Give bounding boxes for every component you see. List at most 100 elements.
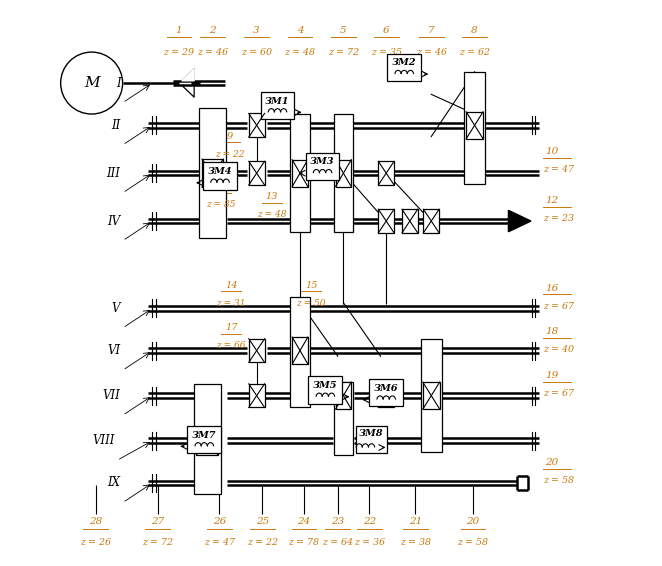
Text: z = 66: z = 66 <box>216 341 246 350</box>
Text: z = 50: z = 50 <box>297 299 326 308</box>
Text: z = 64: z = 64 <box>322 538 354 547</box>
Text: 5: 5 <box>340 26 347 35</box>
Text: VII: VII <box>103 389 120 402</box>
Text: IX: IX <box>107 477 120 490</box>
Text: 4: 4 <box>297 26 303 35</box>
Text: 26: 26 <box>213 517 226 526</box>
Text: II: II <box>111 119 120 132</box>
Text: z = 67: z = 67 <box>544 389 575 398</box>
Bar <box>424 209 439 233</box>
Text: z = 46: z = 46 <box>416 48 447 57</box>
Text: z = 36: z = 36 <box>354 538 385 547</box>
Bar <box>356 426 387 453</box>
Bar <box>249 384 265 408</box>
Text: ЗМ8: ЗМ8 <box>359 430 384 439</box>
Text: z = 46: z = 46 <box>197 48 228 57</box>
Text: III: III <box>107 166 120 179</box>
Text: 3: 3 <box>254 26 260 35</box>
Bar <box>420 340 442 452</box>
Text: z = 62: z = 62 <box>459 48 490 57</box>
Bar <box>202 159 223 187</box>
Bar <box>378 209 394 233</box>
Text: I: I <box>116 76 120 89</box>
Bar <box>306 153 340 180</box>
Bar <box>249 339 265 362</box>
Text: 25: 25 <box>256 517 269 526</box>
Text: ЗМ3: ЗМ3 <box>310 157 335 166</box>
Bar <box>369 379 403 406</box>
Text: 8: 8 <box>471 26 478 35</box>
Text: ЗМ2: ЗМ2 <box>392 58 416 67</box>
Polygon shape <box>508 211 531 231</box>
Text: VIII: VIII <box>92 434 115 447</box>
Text: 1: 1 <box>175 26 182 35</box>
Text: z = 48: z = 48 <box>257 211 287 220</box>
Bar <box>308 376 342 404</box>
Text: 16: 16 <box>545 284 558 293</box>
Bar <box>334 114 354 232</box>
Text: 22: 22 <box>363 517 376 526</box>
Text: z = 60: z = 60 <box>241 48 272 57</box>
Bar <box>334 381 354 455</box>
Bar <box>199 109 226 238</box>
Bar <box>336 382 352 409</box>
Text: 21: 21 <box>409 517 422 526</box>
Bar <box>464 72 485 185</box>
Text: z = 23: z = 23 <box>544 215 575 223</box>
Text: V: V <box>112 302 120 315</box>
Text: z = 47: z = 47 <box>544 165 575 174</box>
Text: 15: 15 <box>305 281 318 290</box>
Text: ЗМ5: ЗМ5 <box>313 381 338 390</box>
Bar <box>249 113 265 137</box>
Bar <box>378 384 394 408</box>
Bar <box>423 382 440 409</box>
Bar <box>466 112 483 139</box>
Text: 20: 20 <box>466 517 479 526</box>
Text: 11: 11 <box>215 182 228 191</box>
Bar <box>203 162 237 190</box>
Text: z = 72: z = 72 <box>142 538 173 547</box>
Bar <box>261 92 295 119</box>
Bar <box>292 160 308 187</box>
Text: ЗМ1: ЗМ1 <box>265 97 290 106</box>
Text: 23: 23 <box>331 517 344 526</box>
Text: z = 38: z = 38 <box>400 538 431 547</box>
Bar <box>290 297 310 407</box>
Bar <box>193 384 220 494</box>
Text: 18: 18 <box>545 327 558 336</box>
Polygon shape <box>182 69 194 81</box>
Text: M: M <box>84 76 99 90</box>
Text: IV: IV <box>107 215 120 228</box>
Text: 2: 2 <box>209 26 216 35</box>
Text: VI: VI <box>107 344 120 357</box>
Text: 19: 19 <box>545 371 558 380</box>
Text: z = 29: z = 29 <box>164 48 195 57</box>
Bar <box>187 426 221 453</box>
Bar <box>197 427 218 455</box>
Text: 14: 14 <box>225 281 238 290</box>
Text: z = 58: z = 58 <box>544 476 575 485</box>
Bar <box>290 114 310 232</box>
Bar <box>378 161 394 185</box>
Text: z = 72: z = 72 <box>328 48 359 57</box>
Text: z = 22: z = 22 <box>247 538 278 547</box>
Text: z = 85: z = 85 <box>207 200 236 209</box>
Text: 12: 12 <box>545 196 558 205</box>
Text: 7: 7 <box>428 26 434 35</box>
Bar <box>402 209 418 233</box>
Bar <box>336 160 352 187</box>
Text: 17: 17 <box>225 323 238 332</box>
Bar <box>249 161 265 185</box>
Text: 28: 28 <box>89 517 102 526</box>
Bar <box>387 54 421 81</box>
Text: ЗМ6: ЗМ6 <box>374 384 399 393</box>
Text: z = 22: z = 22 <box>215 149 244 158</box>
Text: 20: 20 <box>545 458 558 467</box>
Text: 27: 27 <box>151 517 164 526</box>
Text: 6: 6 <box>383 26 389 35</box>
Text: 10: 10 <box>545 147 558 156</box>
Text: 13: 13 <box>265 192 278 201</box>
Text: 9: 9 <box>226 131 233 140</box>
Text: 24: 24 <box>297 517 310 526</box>
Bar <box>292 337 308 364</box>
